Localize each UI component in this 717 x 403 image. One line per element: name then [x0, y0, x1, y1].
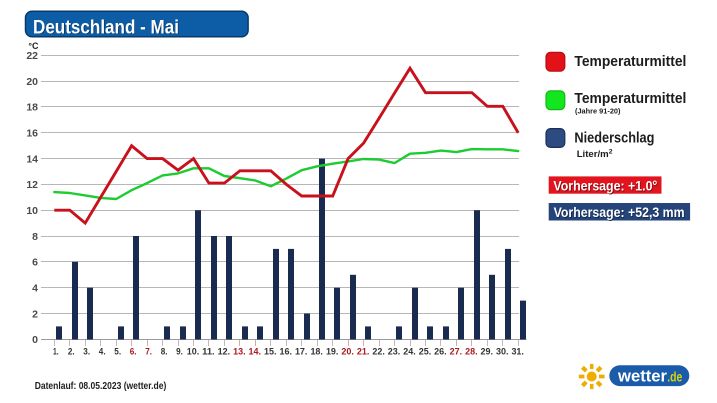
svg-text:14: 14 [26, 153, 38, 165]
svg-text:Vorhersage: +1.0°: Vorhersage: +1.0° [553, 178, 657, 194]
svg-text:Temperaturmittel: Temperaturmittel [574, 91, 686, 107]
svg-text:Deutschland - Mai: Deutschland - Mai [33, 17, 179, 38]
svg-text:4.: 4. [99, 347, 106, 357]
svg-text:9.: 9. [176, 347, 183, 357]
svg-text:25.: 25. [419, 347, 432, 357]
svg-text:12: 12 [26, 179, 38, 191]
svg-text:15.: 15. [264, 347, 277, 357]
svg-text:11.: 11. [202, 347, 215, 357]
svg-text:20: 20 [26, 76, 38, 88]
svg-text:13.: 13. [233, 347, 246, 357]
svg-text:18: 18 [26, 102, 38, 114]
svg-text:20.: 20. [341, 347, 354, 357]
svg-text:14.: 14. [249, 347, 262, 357]
svg-text:°C: °C [28, 41, 39, 51]
svg-text:Vorhersage: +52,3 mm: Vorhersage: +52,3 mm [554, 204, 685, 220]
svg-text:26.: 26. [434, 347, 447, 357]
svg-text:4: 4 [32, 283, 38, 295]
svg-text:Liter/m2: Liter/m2 [577, 149, 613, 161]
svg-text:2.: 2. [68, 347, 75, 357]
svg-text:6.: 6. [130, 347, 137, 357]
svg-text:22: 22 [26, 50, 38, 62]
svg-text:24.: 24. [403, 347, 416, 357]
svg-text:10: 10 [26, 205, 38, 217]
svg-text:21.: 21. [357, 347, 370, 357]
svg-text:Niederschlag: Niederschlag [574, 131, 654, 147]
svg-text:10.: 10. [187, 347, 200, 357]
svg-text:8.: 8. [161, 347, 168, 357]
svg-text:3.: 3. [83, 347, 90, 357]
svg-text:6: 6 [32, 257, 38, 269]
svg-text:2: 2 [32, 308, 38, 320]
svg-text:16.: 16. [280, 347, 293, 357]
svg-text:27.: 27. [450, 347, 463, 357]
svg-text:30.: 30. [496, 347, 509, 357]
svg-text:19.: 19. [326, 347, 339, 357]
svg-text:22.: 22. [372, 347, 385, 357]
svg-text:29.: 29. [481, 347, 494, 357]
svg-text:Vorhersage: +1.0°: Vorhersage: +1.0° [554, 178, 658, 194]
svg-text:8: 8 [32, 231, 38, 243]
svg-text:1.: 1. [53, 347, 59, 357]
svg-text:16: 16 [26, 128, 38, 140]
svg-text:.de: .de [667, 370, 682, 385]
svg-text:Datenlauf: 08.05.2023 (wetter.: Datenlauf: 08.05.2023 (wetter.de) [35, 381, 167, 392]
svg-text:23.: 23. [388, 347, 401, 357]
svg-text:7.: 7. [145, 347, 152, 357]
svg-text:Temperaturmittel: Temperaturmittel [574, 54, 686, 70]
svg-text:31.: 31. [511, 347, 524, 357]
svg-text:(Jahre 91-20): (Jahre 91-20) [575, 107, 621, 116]
svg-text:Vorhersage: +52,3 mm: Vorhersage: +52,3 mm [554, 205, 685, 221]
svg-text:Deutschland - Mai: Deutschland - Mai [34, 18, 180, 39]
svg-text:wetter: wetter [617, 367, 667, 386]
svg-text:17.: 17. [295, 347, 308, 357]
svg-text:18.: 18. [310, 347, 323, 357]
svg-text:28.: 28. [465, 347, 478, 357]
svg-text:5.: 5. [114, 347, 121, 357]
svg-text:12.: 12. [218, 347, 231, 357]
svg-text:0: 0 [32, 334, 38, 346]
